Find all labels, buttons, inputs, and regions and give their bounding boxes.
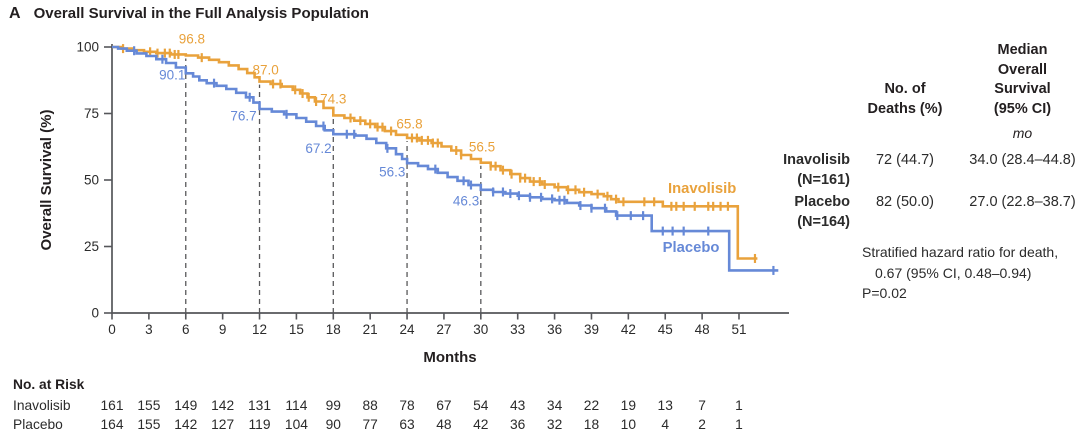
risk-count: 10 <box>620 417 637 432</box>
risk-count: 54 <box>473 398 489 413</box>
risk-count: 77 <box>362 417 378 432</box>
y-axis-title: Overall Survival (%) <box>38 110 55 251</box>
risk-count: 32 <box>546 417 563 432</box>
risk-count: 22 <box>583 398 600 413</box>
x-tick-label: 0 <box>108 322 116 337</box>
risk-count: 119 <box>248 417 271 432</box>
median-unit-label: mo <box>1012 125 1033 141</box>
risk-count: 43 <box>510 398 526 413</box>
risk-count: 114 <box>285 398 308 413</box>
risk-count: 104 <box>284 417 308 432</box>
summary-median-placebo: 27.0 (22.8–38.7) <box>969 194 1076 210</box>
risk-count: 149 <box>174 398 198 413</box>
risk-count: 164 <box>100 417 124 432</box>
x-tick-label: 51 <box>731 322 746 337</box>
x-tick-label: 12 <box>252 322 267 337</box>
hazard-ratio-line2: 0.67 (95% CI, 0.48–0.94) <box>875 264 1032 281</box>
y-tick-label: 25 <box>84 239 99 254</box>
curve-label-placebo: Placebo <box>663 240 720 256</box>
risk-count: 99 <box>325 398 341 413</box>
x-tick-label: 15 <box>289 322 304 337</box>
summary-row-label-inavolisib: Inavolisib (N=161) <box>783 152 850 188</box>
y-tick-label: 100 <box>76 40 99 55</box>
risk-count: 142 <box>174 417 198 432</box>
km-curve-placebo <box>112 45 779 272</box>
risk-count: 34 <box>546 398 563 413</box>
hazard-ratio-line3: P=0.02 <box>862 285 907 301</box>
y-tick-label: 0 <box>91 306 99 321</box>
panel-letter: A <box>9 5 21 22</box>
median-column-header: Median Overall Survival (95% CI) <box>993 42 1052 117</box>
landmark-value-label: 67.2 <box>305 141 331 156</box>
risk-count: 155 <box>137 417 161 432</box>
figure-title-text: Overall Survival in the Full Analysis Po… <box>33 5 369 22</box>
risk-count: 42 <box>473 417 489 432</box>
x-tick-label: 3 <box>145 322 153 337</box>
curve-label-inavolisib: Inavolisib <box>668 181 736 197</box>
risk-count: 67 <box>436 398 452 413</box>
risk-count: 19 <box>620 398 637 413</box>
risk-count: 36 <box>510 417 526 432</box>
risk-count: 13 <box>657 398 673 413</box>
landmark-value-label: 65.8 <box>396 117 422 132</box>
risk-count: 48 <box>436 417 452 432</box>
km-curve-inavolisib <box>112 45 758 260</box>
x-tick-label: 48 <box>695 322 710 337</box>
x-tick-label: 9 <box>219 322 227 337</box>
risk-count: 63 <box>399 417 415 432</box>
risk-count: 18 <box>583 417 600 432</box>
figure-title: A Overall Survival in the Full Analysis P… <box>9 5 369 23</box>
x-axis-title: Months <box>423 349 476 366</box>
risk-row-label-inavolisib: Inavolisib <box>13 398 71 413</box>
x-tick-label: 33 <box>510 322 525 337</box>
x-tick-label: 27 <box>436 322 451 337</box>
landmark-value-label: 96.8 <box>179 32 205 47</box>
risk-row-label-placebo: Placebo <box>13 417 63 432</box>
landmark-value-label: 87.0 <box>253 63 279 78</box>
risk-table-title: No. at Risk <box>13 377 85 392</box>
landmark-value-label: 56.5 <box>469 140 495 155</box>
risk-count: 1 <box>735 398 743 413</box>
summary-median-inavolisib: 34.0 (28.4–44.8) <box>969 152 1076 168</box>
deaths-column-header: No. of Deaths (%) <box>867 81 943 117</box>
landmark-value-label: 74.3 <box>320 92 346 107</box>
summary-deaths-inavolisib: 72 (44.7) <box>875 152 935 168</box>
survival-chart: 0 25 50 75 100 0 3 6 9 12 15 18 21 24 27 30 33 36 39 42 45 48… <box>38 32 789 366</box>
risk-count: 155 <box>137 398 161 413</box>
x-tick-label: 30 <box>473 322 488 337</box>
x-tick-label: 21 <box>363 322 378 337</box>
x-tick-label: 18 <box>326 322 341 337</box>
x-tick-label: 36 <box>547 322 562 337</box>
landmark-value-label: 56.3 <box>379 165 405 180</box>
y-tick-label: 75 <box>84 106 99 121</box>
x-tick-label: 45 <box>658 322 673 337</box>
summary-deaths-placebo: 82 (50.0) <box>875 194 935 210</box>
landmark-value-label: 76.7 <box>230 109 256 124</box>
landmark-value-label: 90.1 <box>159 68 185 83</box>
x-tick-label: 42 <box>621 322 636 337</box>
hazard-ratio-line1: Stratified hazard ratio for death, <box>862 244 1059 260</box>
risk-count: 7 <box>698 398 706 413</box>
risk-count: 90 <box>325 417 341 432</box>
risk-count: 161 <box>100 398 124 413</box>
y-tick-label: 50 <box>84 173 99 188</box>
hazard-ratio-note: Stratified hazard ratio for death, 0.67 … <box>862 242 1080 304</box>
x-tick-label: 24 <box>400 322 416 337</box>
risk-count: 1 <box>735 417 743 432</box>
risk-count: 88 <box>362 398 378 413</box>
risk-count: 127 <box>211 417 235 432</box>
risk-count: 2 <box>698 417 706 432</box>
risk-count: 131 <box>248 398 272 413</box>
landmark-value-label: 46.3 <box>453 194 479 209</box>
summary-row-label-placebo: Placebo (N=164) <box>794 194 850 230</box>
risk-count: 4 <box>661 417 670 432</box>
x-tick-label: 39 <box>584 322 599 337</box>
risk-count: 142 <box>211 398 235 413</box>
risk-count: 78 <box>399 398 415 413</box>
x-tick-label: 6 <box>182 322 190 337</box>
